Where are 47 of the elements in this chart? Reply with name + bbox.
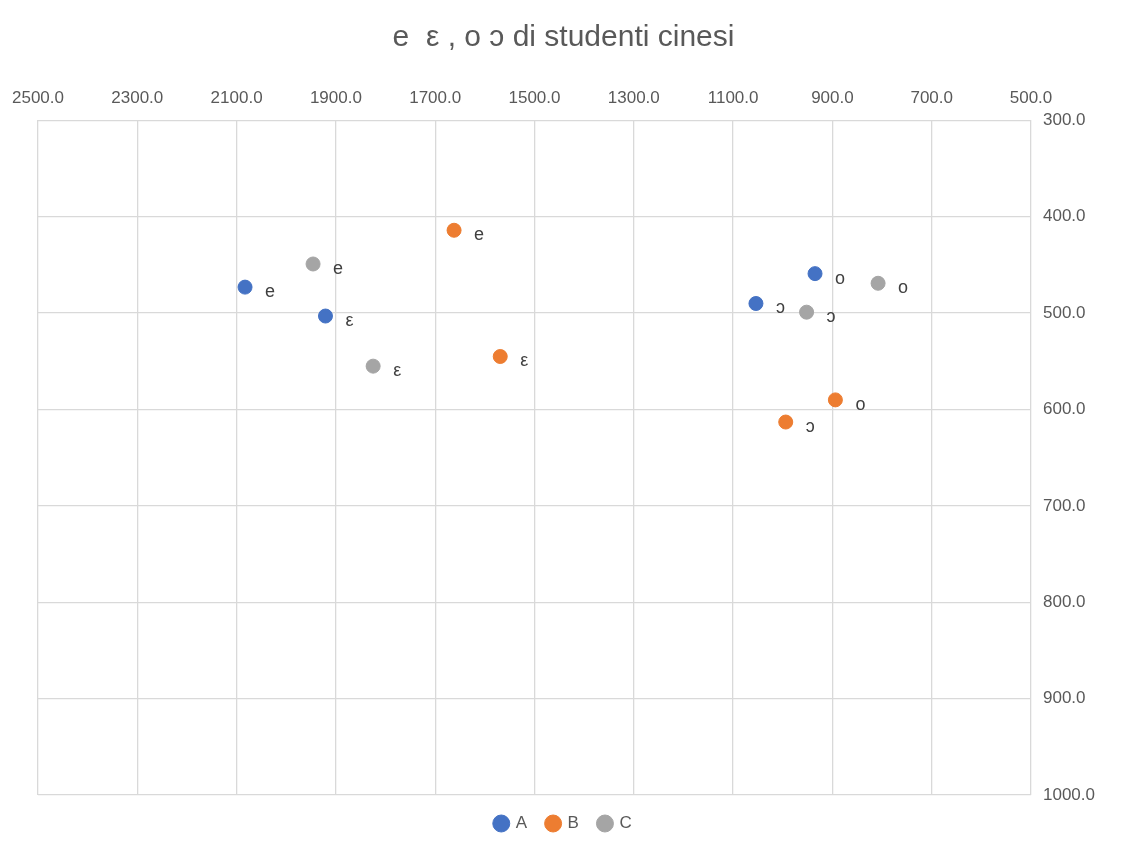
y-tick-label: 600.0: [1043, 399, 1086, 419]
data-label: o: [855, 393, 866, 414]
x-tick-label: 2300.0: [111, 87, 164, 107]
x-tick-label: 1700.0: [409, 87, 462, 107]
data-label: ε: [520, 350, 529, 371]
x-tick-label: 700.0: [910, 87, 953, 107]
point: [870, 275, 886, 291]
data-label: e: [265, 281, 276, 302]
point: [807, 266, 823, 282]
x-tick-label: 1100.0: [707, 87, 759, 107]
data-label: ɔ: [805, 416, 815, 437]
x-tick-label: 1300.0: [607, 87, 660, 107]
point: [446, 222, 462, 238]
y-tick-label: 800.0: [1043, 591, 1086, 611]
x-tick-label: 900.0: [811, 87, 854, 107]
chart-title: e ε , o ɔ di studenti cinesi: [392, 19, 735, 53]
x-tick-label: 500.0: [1009, 87, 1053, 107]
data-label: ɔ: [826, 306, 836, 327]
y-tick-label: 400.0: [1043, 206, 1086, 226]
data-label: ɔ: [775, 297, 785, 318]
y-tick-label: 500.0: [1043, 302, 1086, 322]
point: [748, 296, 764, 312]
point: [305, 256, 321, 272]
point: [799, 304, 815, 320]
point: [827, 392, 843, 408]
x-tick-label: 2500.0: [12, 87, 64, 107]
x-tick-label: 1500.0: [508, 87, 561, 107]
y-tick-label: 900.0: [1043, 688, 1086, 708]
legend-label: A: [515, 813, 528, 833]
data-label: ε: [393, 360, 402, 381]
point: [778, 414, 794, 430]
point: [492, 349, 508, 365]
data-label: ε: [345, 310, 354, 330]
y-tick-label: 300.0: [1043, 110, 1086, 130]
point: [365, 358, 381, 374]
data-label: o: [898, 277, 909, 298]
data-label: e: [474, 224, 485, 245]
legend-label: B: [567, 813, 579, 833]
data-label: o: [835, 267, 846, 288]
data-label: e: [333, 257, 344, 278]
y-tick-label: 1000.0: [1043, 784, 1095, 804]
point: [237, 279, 253, 295]
x-tick-label: 1900.0: [309, 87, 362, 107]
y-tick-label: 700.0: [1043, 495, 1086, 515]
point: [317, 308, 333, 324]
x-tick-label: 2100.0: [210, 87, 263, 107]
legend-label: C: [619, 813, 632, 833]
